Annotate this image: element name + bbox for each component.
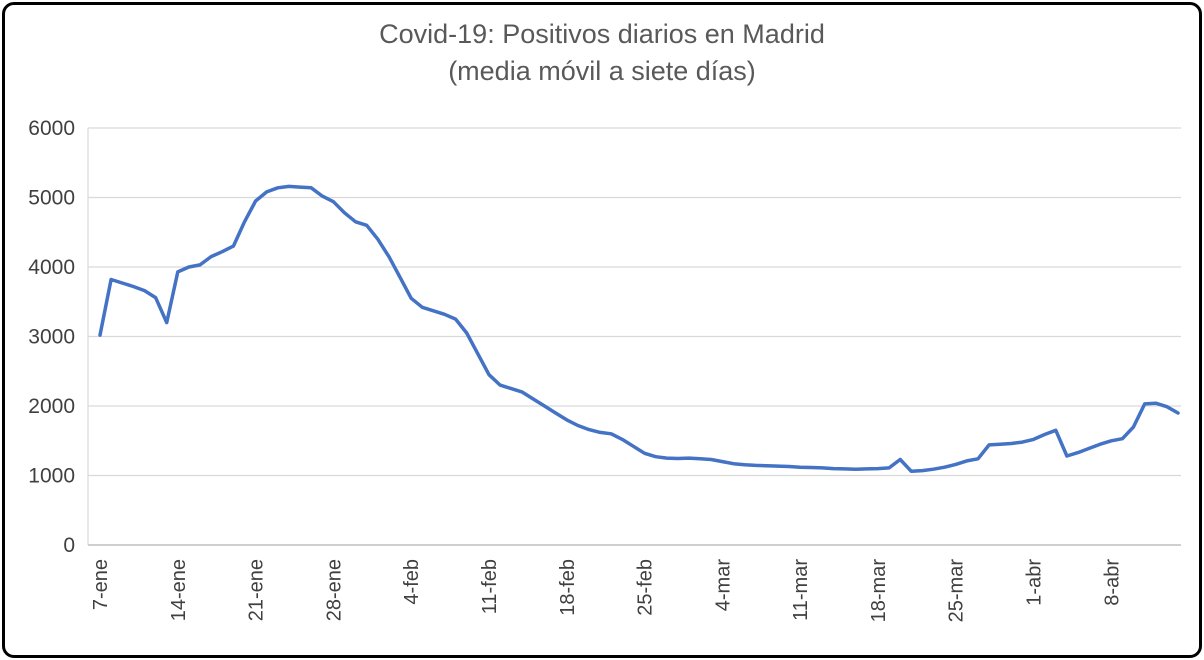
x-axis-label: 18-mar [868, 559, 890, 623]
x-axis-label: 7-ene [90, 559, 112, 610]
x-axis-label: 18-feb [557, 559, 579, 616]
y-axis-label: 3000 [28, 326, 75, 349]
x-axis-label: 4-feb [401, 559, 423, 605]
chart-title-block: Covid-19: Positivos diarios en Madrid (m… [0, 16, 1204, 90]
x-axis-label: 4-mar [712, 559, 734, 612]
x-axis-label: 25-feb [635, 559, 657, 616]
y-axis-label: 1000 [28, 465, 75, 488]
x-axis-label: 21-ene [246, 559, 268, 621]
y-axis-label: 2000 [28, 395, 75, 418]
x-axis-label: 8-abr [1101, 559, 1123, 606]
y-axis-label: 4000 [28, 256, 75, 279]
x-axis-label: 25-mar [946, 559, 968, 623]
y-axis-label: 0 [63, 534, 75, 557]
chart-title: Covid-19: Positivos diarios en Madrid [379, 19, 825, 49]
covid-positives-series-line [98, 184, 1180, 474]
x-axis-label: 1-abr [1024, 559, 1046, 606]
y-axis-label: 6000 [28, 117, 75, 140]
x-axis-label: 11-mar [790, 559, 812, 621]
x-axis-label: 11-feb [479, 559, 501, 614]
y-axis-label: 5000 [28, 187, 75, 210]
chart-subtitle: (media móvil a siete días) [448, 56, 756, 86]
x-axis-label: 14-ene [168, 559, 190, 621]
x-axis-label: 28-ene [323, 559, 345, 621]
